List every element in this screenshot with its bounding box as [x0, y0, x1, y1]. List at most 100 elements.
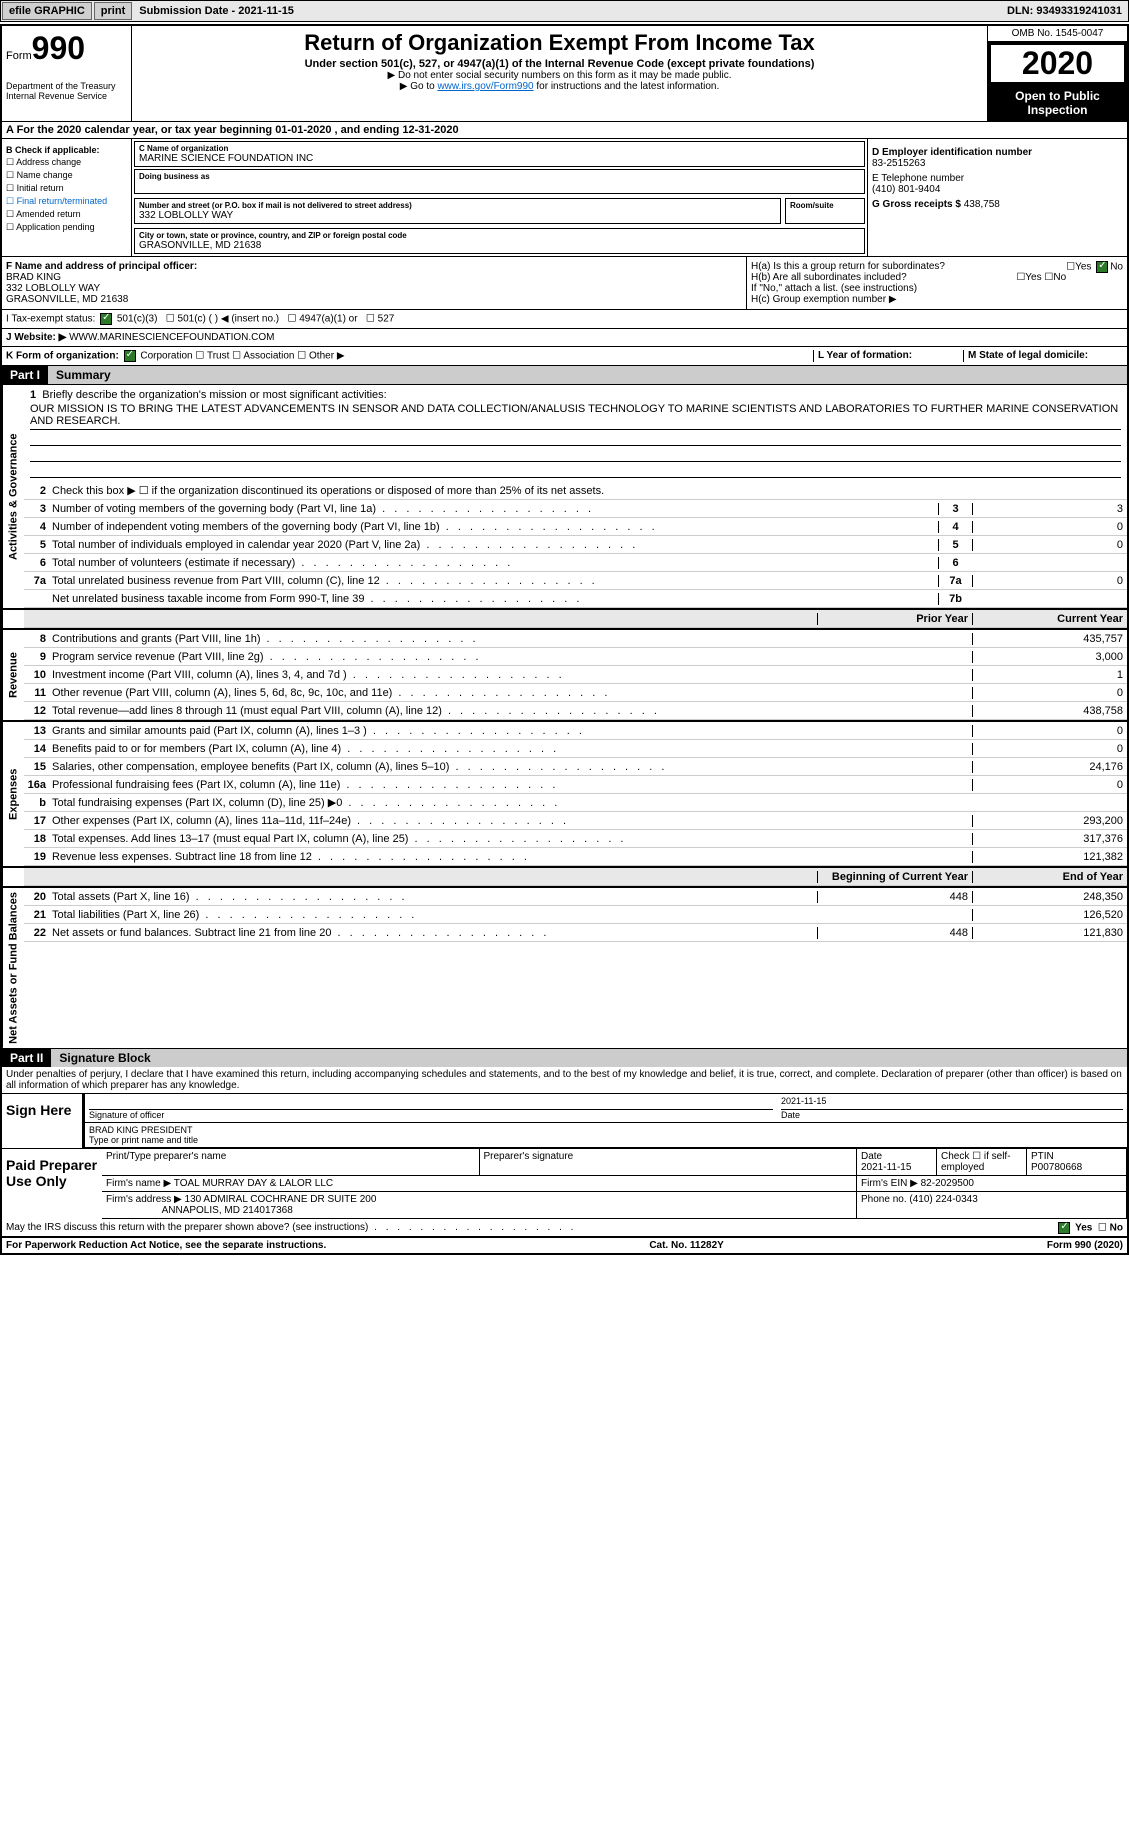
addr-label: Number and street (or P.O. box if mail i… — [139, 201, 776, 210]
ha: H(a) Is this a group return for subordin… — [751, 261, 1123, 272]
top-bar: efile GRAPHIC print Submission Date - 20… — [0, 0, 1129, 22]
prep-sig-label: Preparer's signature — [484, 1151, 574, 1162]
ptin: P00780668 — [1031, 1162, 1082, 1173]
501c3-checkbox[interactable] — [100, 313, 112, 325]
summary-line: 14Benefits paid to or for members (Part … — [24, 740, 1127, 758]
col-b-checkboxes: B Check if applicable: ☐ Address change … — [2, 139, 132, 256]
corp-checkbox[interactable] — [124, 350, 136, 362]
note-2: ▶ Go to www.irs.gov/Form990 for instruct… — [140, 81, 979, 92]
summary-line: 11Other revenue (Part VIII, column (A), … — [24, 684, 1127, 702]
ha-no-checkbox[interactable] — [1096, 261, 1108, 273]
summary-line: 17Other expenses (Part IX, column (A), l… — [24, 812, 1127, 830]
summary-line: 18Total expenses. Add lines 13–17 (must … — [24, 830, 1127, 848]
summary-line: 21Total liabilities (Part X, line 26)126… — [24, 906, 1127, 924]
summary-line: 3Number of voting members of the governi… — [24, 500, 1127, 518]
paid-prep-label: Paid Preparer Use Only — [2, 1149, 102, 1219]
q1: Briefly describe the organization's miss… — [42, 389, 386, 401]
form-main: Form990 Department of the Treasury Inter… — [0, 24, 1129, 1255]
perjury-text: Under penalties of perjury, I declare th… — [2, 1067, 1127, 1093]
summary-line: 10Investment income (Part VIII, column (… — [24, 666, 1127, 684]
summary-line: 12Total revenue—add lines 8 through 11 (… — [24, 702, 1127, 720]
part1-bar: Part I — [2, 366, 48, 384]
city-label: City or town, state or province, country… — [139, 231, 860, 240]
addr: 332 LOBLOLLY WAY — [139, 210, 776, 221]
footer-right: Form 990 (2020) — [1047, 1240, 1123, 1251]
summary-line: 9Program service revenue (Part VIII, lin… — [24, 648, 1127, 666]
officer-addr2: GRASONVILLE, MD 21638 — [6, 294, 128, 305]
sig-officer-label: Signature of officer — [89, 1110, 164, 1120]
date-label: Date — [781, 1110, 800, 1120]
form-number-box: Form990 Department of the Treasury Inter… — [2, 26, 132, 121]
self-emp: Check ☐ if self-employed — [941, 1151, 1011, 1173]
efile-btn[interactable]: efile GRAPHIC — [2, 2, 92, 20]
prep-date: 2021-11-15 — [861, 1162, 911, 1173]
dln: DLN: 93493319241031 — [1001, 3, 1128, 19]
summary-line: 19Revenue less expenses. Subtract line 1… — [24, 848, 1127, 866]
sig-date: 2021-11-15 — [781, 1096, 1123, 1110]
prep-name-label: Print/Type preparer's name — [106, 1151, 226, 1162]
vert-expenses: Expenses — [2, 722, 24, 866]
website-label: J Website: ▶ — [6, 332, 66, 343]
year-box: 2020 — [988, 42, 1127, 85]
mission: OUR MISSION IS TO BRING THE LATEST ADVAN… — [30, 401, 1121, 430]
vert-net: Net Assets or Fund Balances — [2, 888, 24, 1048]
part2-bar: Part II — [2, 1049, 51, 1067]
officer-label: F Name and address of principal officer: — [6, 261, 197, 272]
hdr-ey: End of Year — [972, 871, 1127, 883]
q2: Check this box ▶ ☐ if the organization d… — [50, 484, 1127, 497]
summary-line: 20Total assets (Part X, line 16)448248,3… — [24, 888, 1127, 906]
room-label: Room/suite — [790, 201, 860, 210]
firm-ein: 82-2029500 — [921, 1178, 974, 1189]
irs-link[interactable]: www.irs.gov/Form990 — [437, 81, 533, 92]
org-name-label: C Name of organization — [139, 144, 860, 153]
part1-title: Summary — [48, 366, 119, 384]
l-label: L Year of formation: — [818, 350, 912, 361]
form-title: Return of Organization Exempt From Incom… — [140, 30, 979, 56]
firm-addr: 130 ADMIRAL COCHRANE DR SUITE 200 — [185, 1194, 377, 1205]
dba-label: Doing business as — [139, 172, 860, 181]
summary-line: bTotal fundraising expenses (Part IX, co… — [24, 794, 1127, 812]
dept-label: Department of the Treasury Internal Reve… — [6, 81, 127, 101]
footer-mid: Cat. No. 11282Y — [649, 1240, 723, 1251]
phone: (410) 801-9404 — [872, 184, 940, 195]
print-btn[interactable]: print — [94, 2, 132, 20]
summary-line: 22Net assets or fund balances. Subtract … — [24, 924, 1127, 942]
summary-line: 7aTotal unrelated business revenue from … — [24, 572, 1127, 590]
omb-number: OMB No. 1545-0047 — [988, 26, 1127, 42]
hb-note: If "No," attach a list. (see instruction… — [751, 283, 1123, 294]
officer-addr1: 332 LOBLOLLY WAY — [6, 283, 100, 294]
hdr-cy: Current Year — [972, 613, 1127, 625]
hdr-by: Beginning of Current Year — [817, 871, 972, 883]
vert-governance: Activities & Governance — [2, 385, 24, 608]
gross-val: 438,758 — [964, 199, 1000, 210]
ein-label: D Employer identification number — [872, 147, 1032, 158]
vert-revenue: Revenue — [2, 630, 24, 720]
hc: H(c) Group exemption number ▶ — [751, 294, 1123, 305]
may-irs: May the IRS discuss this return with the… — [6, 1222, 368, 1233]
summary-line: 4Number of independent voting members of… — [24, 518, 1127, 536]
m-label: M State of legal domicile: — [968, 350, 1088, 361]
city: GRASONVILLE, MD 21638 — [139, 240, 860, 251]
footer-left: For Paperwork Reduction Act Notice, see … — [6, 1240, 326, 1251]
k-label: K Form of organization: — [6, 351, 119, 362]
summary-line: 8Contributions and grants (Part VIII, li… — [24, 630, 1127, 648]
firm-city: ANNAPOLIS, MD 214017368 — [162, 1205, 293, 1216]
irs-yes-checkbox[interactable] — [1058, 1222, 1070, 1234]
summary-line: 13Grants and similar amounts paid (Part … — [24, 722, 1127, 740]
website: WWW.MARINESCIENCEFOUNDATION.COM — [69, 332, 274, 343]
summary-line: 6Total number of volunteers (estimate if… — [24, 554, 1127, 572]
hb: H(b) Are all subordinates included? ☐Yes… — [751, 272, 1123, 283]
officer-name-title: BRAD KING PRESIDENT — [89, 1125, 1123, 1135]
status-i: I Tax-exempt status: — [6, 314, 95, 325]
submission-date: Submission Date - 2021-11-15 — [133, 3, 300, 19]
row-a-period: A For the 2020 calendar year, or tax yea… — [2, 122, 1127, 139]
firm-name: TOAL MURRAY DAY & LALOR LLC — [174, 1178, 333, 1189]
firm-phone: (410) 224-0343 — [909, 1194, 977, 1205]
summary-line: Net unrelated business taxable income fr… — [24, 590, 1127, 608]
summary-line: 16aProfessional fundraising fees (Part I… — [24, 776, 1127, 794]
org-name: MARINE SCIENCE FOUNDATION INC — [139, 153, 860, 164]
summary-line: 5Total number of individuals employed in… — [24, 536, 1127, 554]
hdr-py: Prior Year — [817, 613, 972, 625]
note-1: ▶ Do not enter social security numbers o… — [140, 70, 979, 81]
type-name-label: Type or print name and title — [89, 1135, 198, 1145]
